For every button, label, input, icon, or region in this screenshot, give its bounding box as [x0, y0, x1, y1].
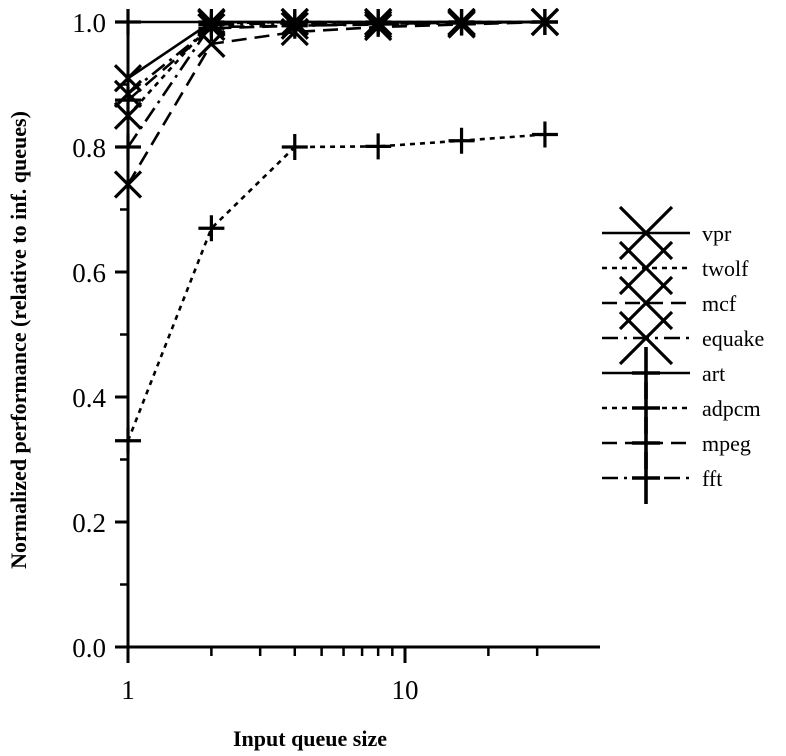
- legend-label-equake: equake: [702, 326, 764, 351]
- legend-label-art: art: [702, 361, 725, 386]
- y-tick-label-3: 0.6: [72, 258, 106, 288]
- legend-label-adpcm: adpcm: [702, 396, 761, 421]
- legend-label-vpr: vpr: [702, 221, 732, 246]
- legend-item-twolf[interactable]: twolf: [602, 240, 749, 296]
- legend-item-vpr[interactable]: vpr: [602, 205, 732, 261]
- x-tick-label-0: 1: [121, 675, 135, 705]
- x-marker-icon: [618, 310, 674, 366]
- plus-marker-icon: [632, 452, 660, 504]
- legend-label-fft: fft: [702, 466, 722, 491]
- y-tick-label-4: 0.8: [72, 133, 106, 163]
- legend-item-fft[interactable]: fft: [602, 452, 722, 504]
- legend-label-mpeg: mpeg: [702, 431, 751, 456]
- series-fft: [115, 9, 558, 160]
- legend-label-twolf: twolf: [702, 256, 749, 281]
- series-adpcm: [115, 121, 558, 454]
- chart-tick-labels: 0.0 0.2 0.4 0.6 0.8 1.0 1 10: [72, 8, 418, 705]
- y-tick-label-1: 0.2: [72, 508, 106, 538]
- chart-axes: [115, 16, 600, 663]
- y-tick-label-5: 1.0: [72, 8, 106, 38]
- x-tick-label-1: 10: [392, 675, 419, 705]
- legend-item-adpcm[interactable]: adpcm: [602, 382, 761, 434]
- y-tick-label-2: 0.4: [72, 383, 106, 413]
- series-mcf: [113, 7, 560, 199]
- chart-legend: vpr twolf mcf equake art adpcm mpeg fft: [602, 205, 764, 504]
- legend-label-mcf: mcf: [702, 291, 737, 316]
- legend-item-equake[interactable]: equake: [602, 310, 764, 366]
- legend-item-mcf[interactable]: mcf: [602, 275, 737, 331]
- x-axis-title: Input queue size: [233, 726, 387, 751]
- chart-series-layer: [113, 7, 560, 454]
- legend-item-mpeg[interactable]: mpeg: [602, 417, 751, 469]
- y-tick-label-0: 0.0: [72, 633, 106, 663]
- series-art: [115, 9, 558, 35]
- y-axis-title: Normalized performance (relative to inf.…: [6, 111, 31, 569]
